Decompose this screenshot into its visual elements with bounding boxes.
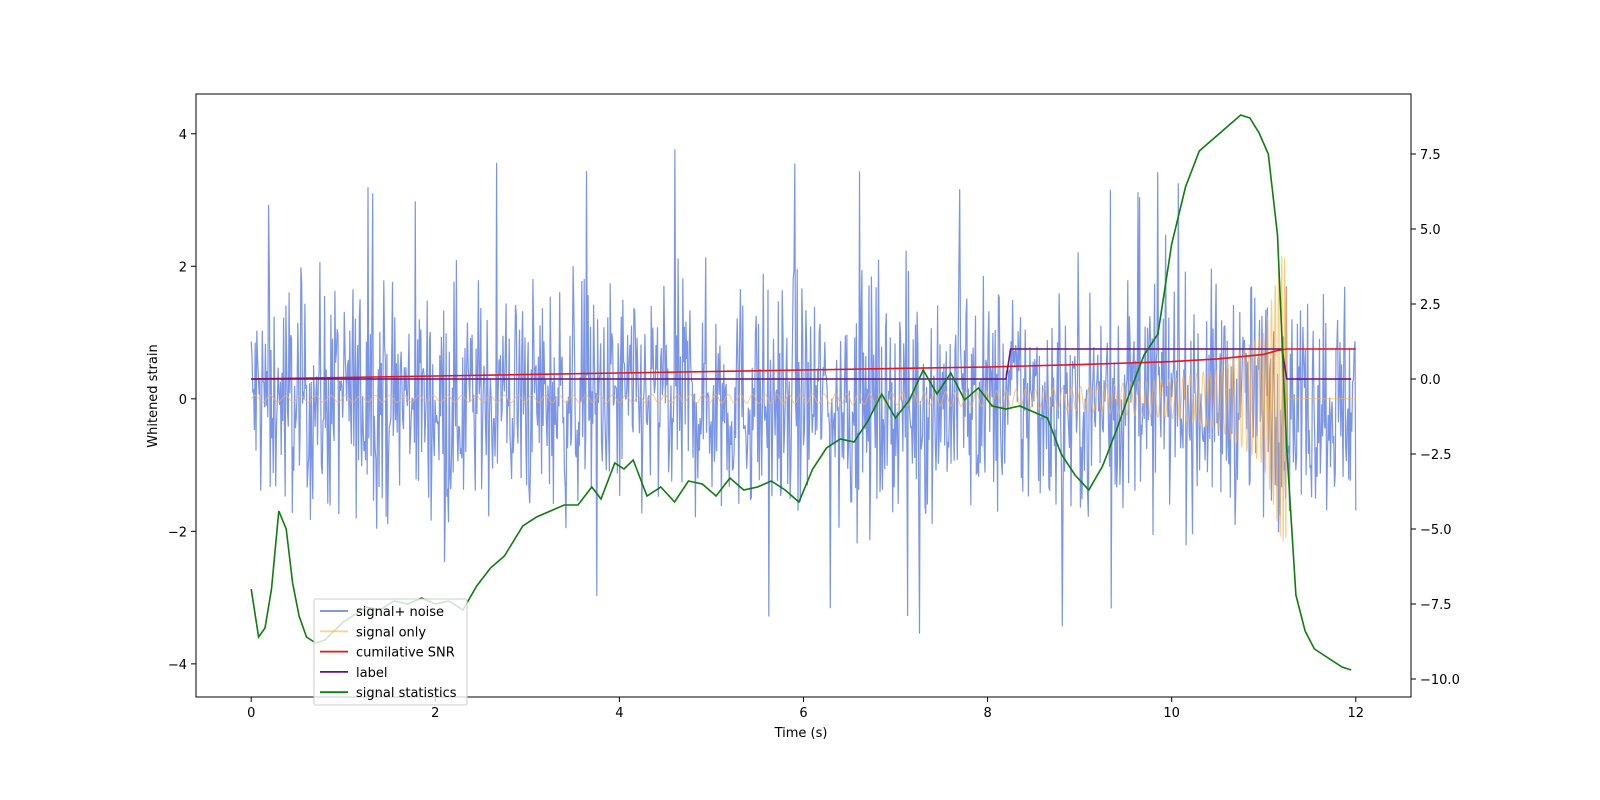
x-tick-label: 12 bbox=[1347, 706, 1364, 721]
legend-label-signal-noise: signal+ noise bbox=[356, 605, 444, 620]
x-tick-label: 0 bbox=[247, 706, 255, 721]
legend-label-signal-statistics: signal statistics bbox=[356, 686, 457, 701]
y-axis-left: −4 −2 0 2 4 bbox=[168, 128, 196, 673]
legend-label-cumilative-snr: cumilative SNR bbox=[356, 646, 455, 661]
y-tick-label: −4 bbox=[168, 658, 187, 673]
series-cumilative-snr bbox=[251, 348, 1356, 380]
y2-tick-label: 7.5 bbox=[1420, 148, 1441, 163]
y-tick-label: 0 bbox=[179, 393, 187, 408]
series-label bbox=[251, 348, 1352, 380]
legend-label-signal-only: signal only bbox=[356, 625, 426, 640]
y2-tick-label: 2.5 bbox=[1420, 298, 1441, 313]
x-tick-label: 10 bbox=[1163, 706, 1180, 721]
x-axis-label: Time (s) bbox=[774, 726, 828, 741]
y-axis-right: −10.0 −7.5 −5.0 −2.5 0.0 2.5 5.0 7.5 bbox=[1411, 148, 1460, 688]
x-tick-label: 6 bbox=[799, 706, 807, 721]
legend: signal+ noise signal only cumilative SNR la… bbox=[313, 598, 468, 706]
y2-tick-label: −2.5 bbox=[1420, 448, 1452, 463]
series-signal-noise bbox=[250, 149, 1357, 634]
x-axis: 0 2 4 6 8 10 12 bbox=[247, 697, 1364, 721]
series-layer bbox=[250, 114, 1357, 671]
y-axis-label: Whitened strain bbox=[146, 344, 161, 447]
y2-tick-label: −7.5 bbox=[1420, 598, 1452, 613]
y2-tick-label: −10.0 bbox=[1420, 673, 1460, 688]
series-signal-only bbox=[250, 255, 1356, 542]
x-tick-label: 2 bbox=[431, 706, 439, 721]
x-tick-label: 8 bbox=[983, 706, 991, 721]
y-tick-label: 2 bbox=[179, 260, 187, 275]
legend-label-label: label bbox=[356, 666, 387, 681]
legend-box bbox=[313, 598, 468, 706]
y2-tick-label: 5.0 bbox=[1420, 223, 1441, 238]
x-tick-label: 4 bbox=[615, 706, 623, 721]
y-tick-label: −2 bbox=[168, 525, 187, 540]
y2-tick-label: −5.0 bbox=[1420, 523, 1452, 538]
y-tick-label: 4 bbox=[179, 128, 187, 143]
y2-tick-label: 0.0 bbox=[1420, 373, 1441, 388]
